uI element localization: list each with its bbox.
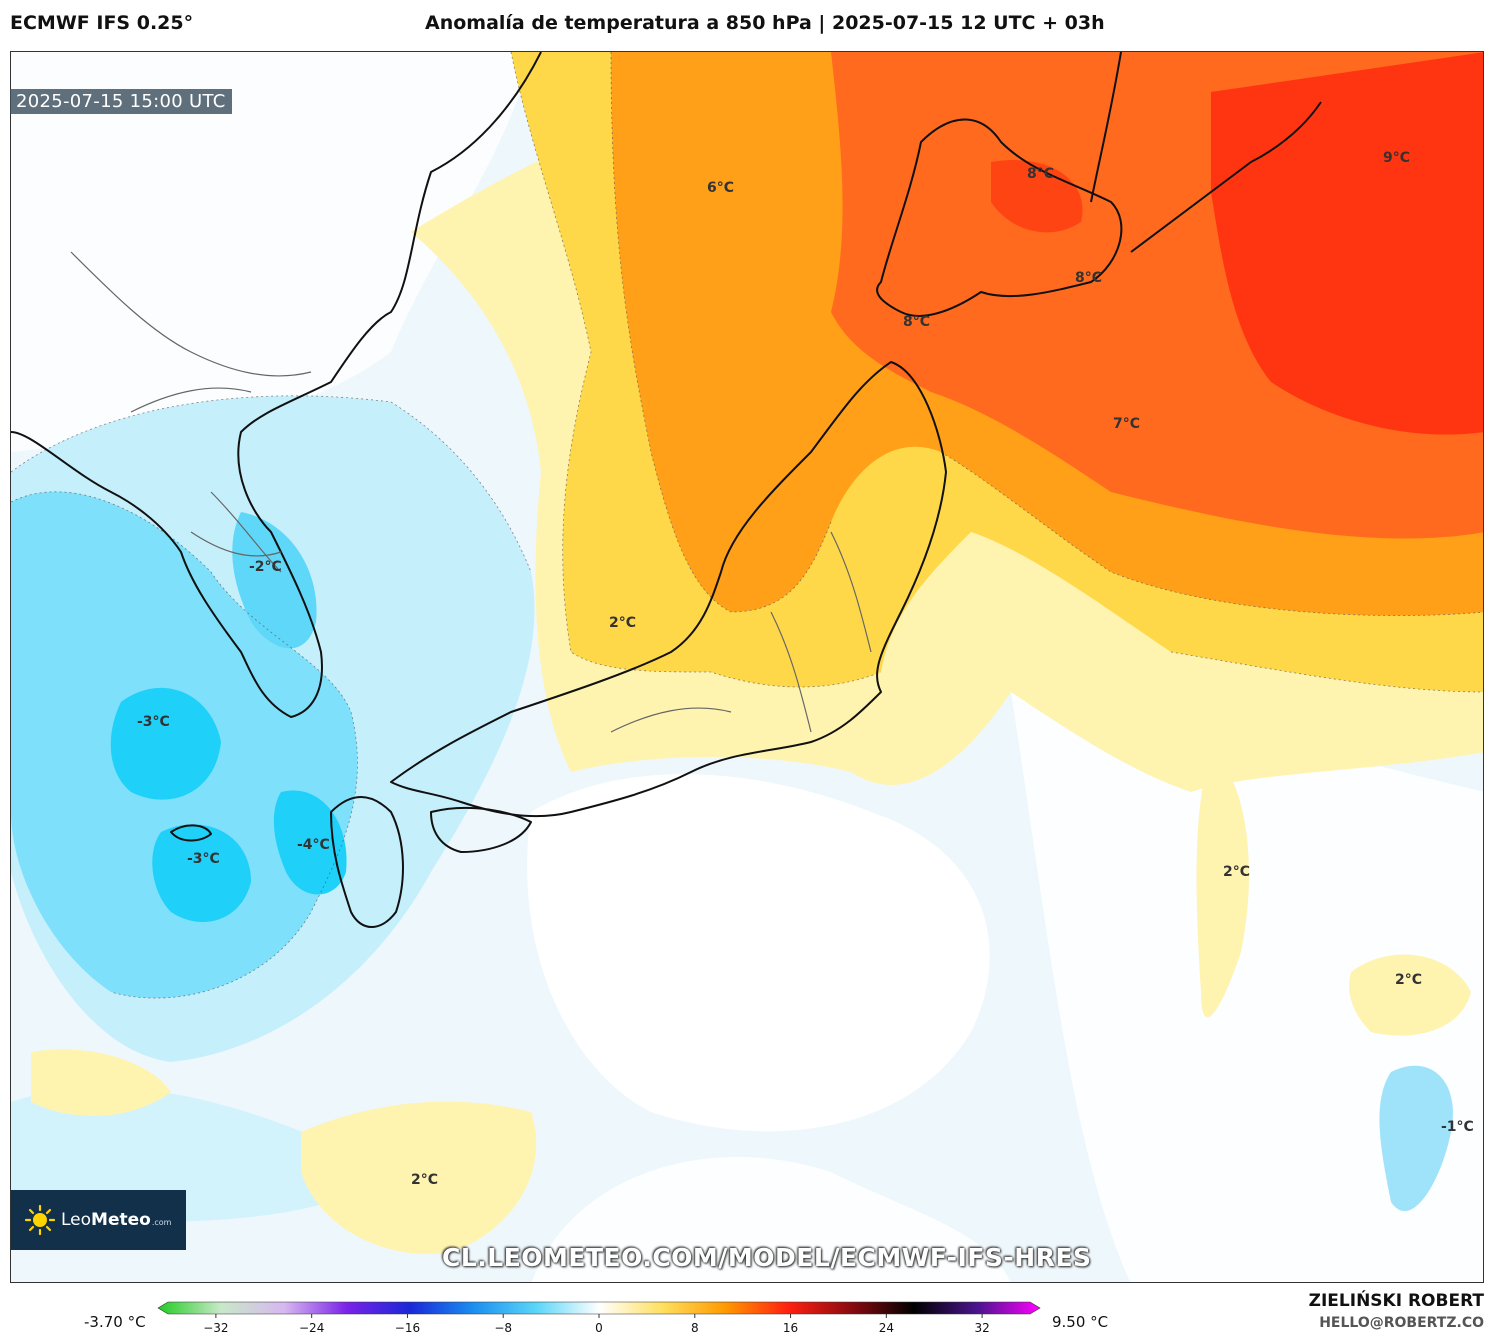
sun-icon bbox=[25, 1205, 55, 1235]
colorbar-tick-label: −8 bbox=[494, 1321, 512, 1335]
author-email: HELLO@ROBERTZ.CO bbox=[1319, 1315, 1484, 1331]
logo-wordmark: LeoMeteo.com bbox=[61, 1210, 172, 1230]
model-name: ECMWF IFS 0.25° bbox=[10, 12, 194, 34]
contour-label: -3°C bbox=[137, 714, 170, 730]
colorbar-max-label: 9.50 °C bbox=[1052, 1313, 1109, 1331]
colorbar-tick-label: 8 bbox=[691, 1321, 699, 1335]
contour-label: -3°C bbox=[187, 851, 220, 867]
contour-label: -1°C bbox=[1441, 1119, 1474, 1135]
colorbar-tick-label: 24 bbox=[879, 1321, 894, 1335]
temperature-anomaly-map: 6°C 8°C 9°C 8°C 8°C 7°C 2°C -2°C -3°C -3… bbox=[11, 52, 1483, 1282]
source-url-watermark: CL.LEOMETEO.COM/MODEL/ECMWF-IFS-HRES bbox=[442, 1243, 1092, 1272]
contour-label: 2°C bbox=[1395, 972, 1422, 988]
contour-label: 6°C bbox=[707, 180, 734, 196]
contour-label: 8°C bbox=[903, 314, 930, 330]
author-name: ZIELIŃSKI ROBERT bbox=[1308, 1291, 1484, 1311]
colorbar-tick-label: −24 bbox=[299, 1321, 324, 1335]
contour-label: 9°C bbox=[1383, 150, 1410, 166]
contour-label: -2°C bbox=[249, 559, 282, 575]
contour-label: -4°C bbox=[297, 837, 330, 853]
contour-label: 2°C bbox=[411, 1172, 438, 1188]
contour-label: 2°C bbox=[609, 615, 636, 631]
contour-label: 2°C bbox=[1223, 864, 1250, 880]
contour-label: 8°C bbox=[1027, 166, 1054, 182]
colorbar-tick-label: −16 bbox=[395, 1321, 420, 1335]
map-panel: 6°C 8°C 9°C 8°C 8°C 7°C 2°C -2°C -3°C -3… bbox=[10, 51, 1484, 1283]
colorbar-tick-label: 16 bbox=[783, 1321, 798, 1335]
colorbar-tick-label: −32 bbox=[203, 1321, 228, 1335]
contour-label: 7°C bbox=[1113, 416, 1140, 432]
colorbar-tick-label: 0 bbox=[595, 1321, 603, 1335]
valid-time-badge: 2025-07-15 15:00 UTC bbox=[10, 89, 232, 114]
colorbar-tick-label: 32 bbox=[974, 1321, 989, 1335]
colorbar-gradient bbox=[157, 1301, 1041, 1315]
colorbar: −32 −24 −16 −8 0 8 16 24 32 bbox=[157, 1301, 1041, 1335]
colorbar-min-label: -3.70 °C bbox=[84, 1313, 146, 1331]
map-title: Anomalía de temperatura a 850 hPa | 2025… bbox=[425, 12, 1105, 34]
leometeo-logo: LeoMeteo.com bbox=[11, 1190, 186, 1250]
contour-label: 8°C bbox=[1075, 270, 1102, 286]
